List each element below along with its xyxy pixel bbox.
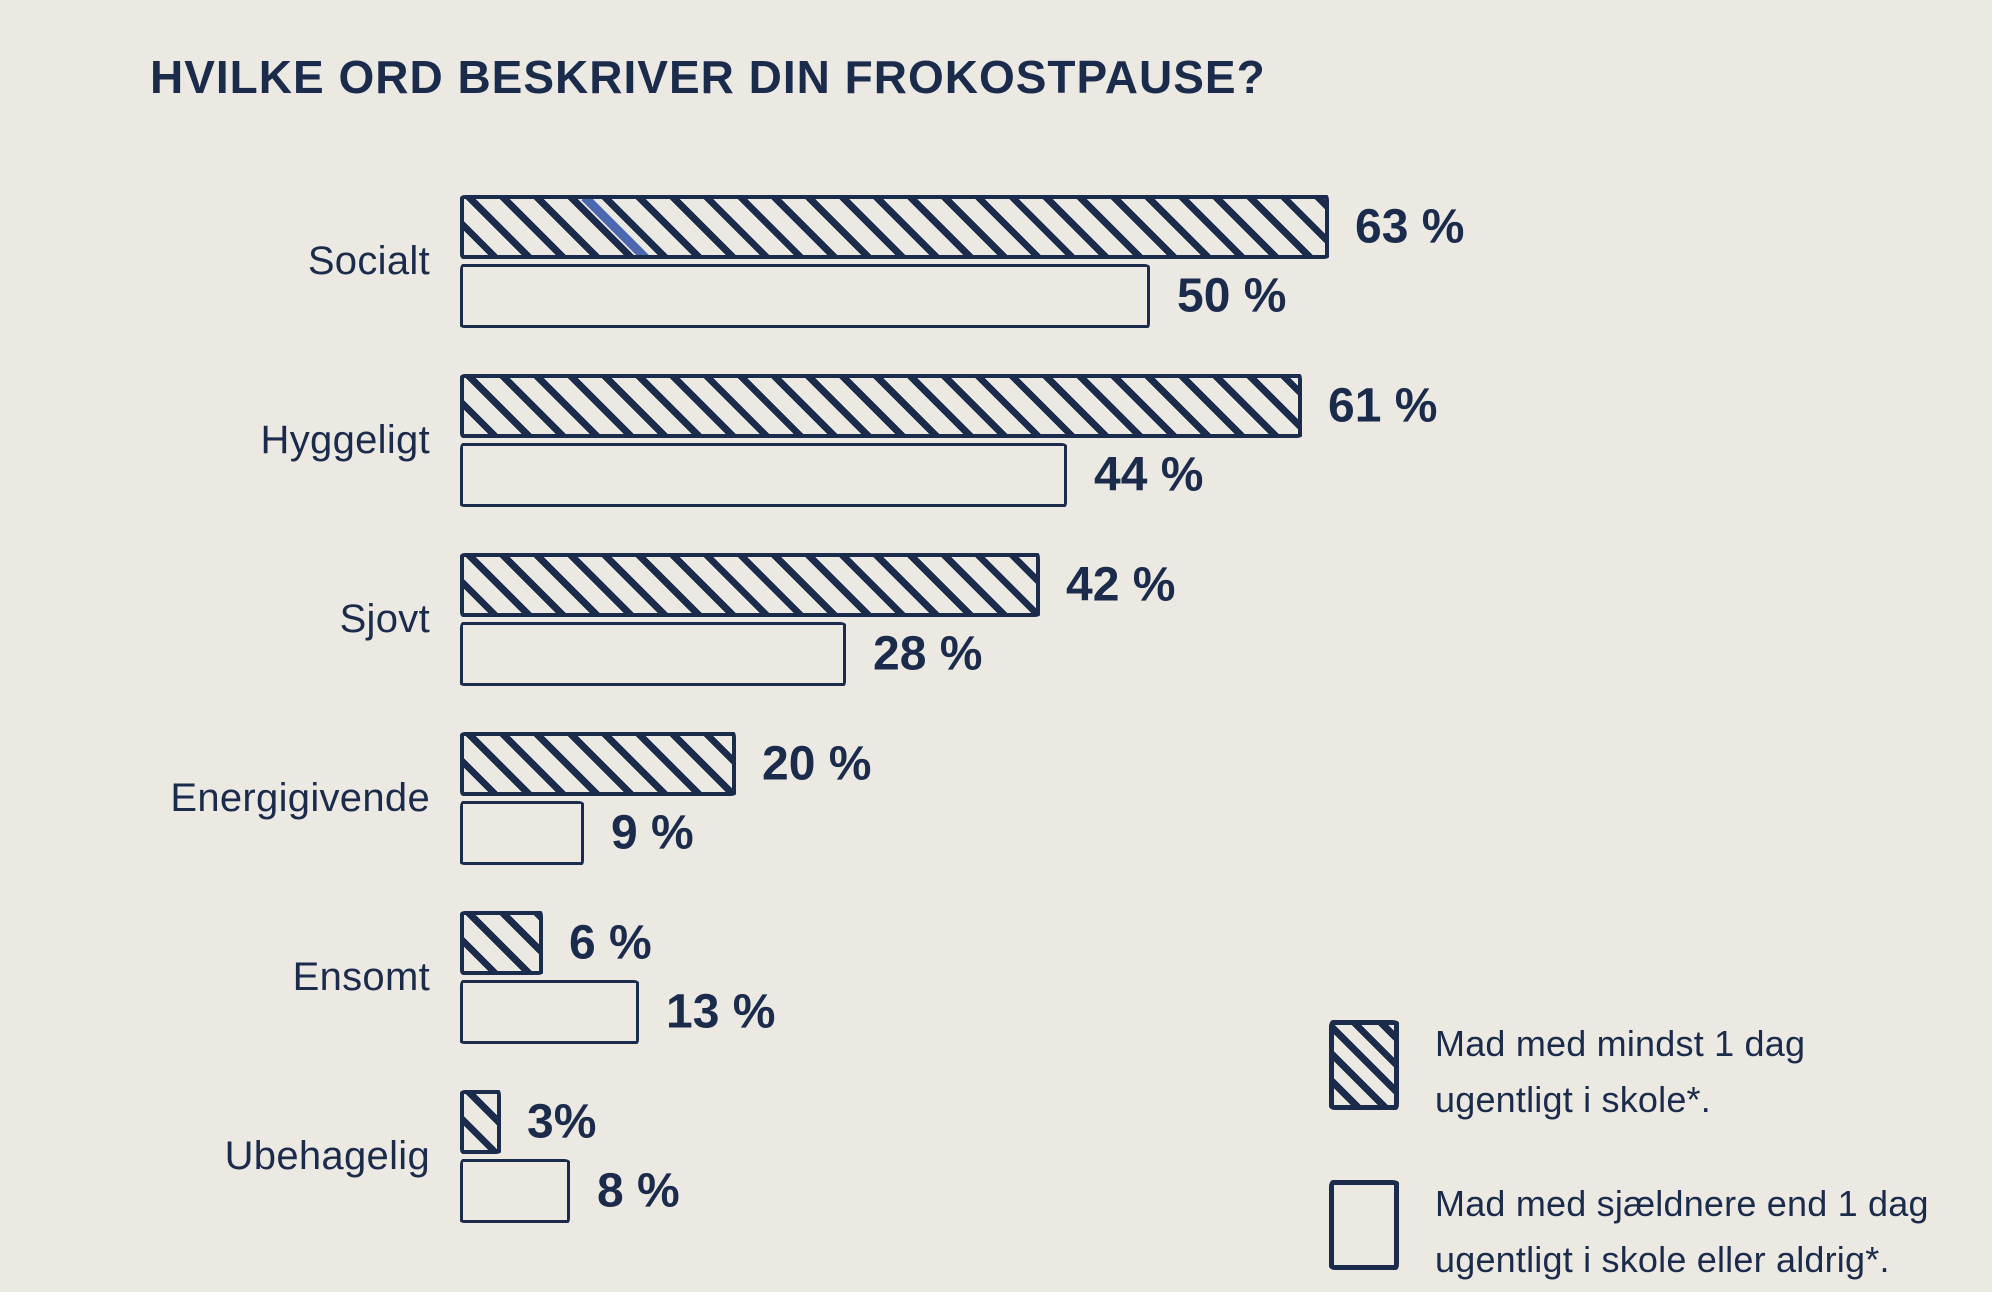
bar-value-label: 50 % xyxy=(1177,269,1287,323)
legend-label-hatched: Mad med mindst 1 dag ugentligt i skole*. xyxy=(1435,1016,1805,1128)
legend-line: Mad med mindst 1 dag xyxy=(1435,1023,1806,1064)
bar-value-label: 9 % xyxy=(611,806,694,860)
legend-item-outline: Mad med sjældnere end 1 dag ugentligt i … xyxy=(1329,1180,1929,1288)
bar-pair: 20 % 9 % xyxy=(460,732,871,865)
chart-row: Ubehagelig 3% 8 % xyxy=(0,1090,1992,1223)
bar-pair: 6 % 13 % xyxy=(460,911,775,1044)
bar-outline-ensomt: 13 % xyxy=(460,980,775,1044)
category-label: Ubehagelig xyxy=(224,1134,430,1178)
bar-pair: 61 % 44 % xyxy=(460,374,1437,507)
bar-pair: 63 % 50 % xyxy=(460,195,1464,328)
chart-title: HVILKE ORD BESKRIVER DIN FROKOSTPAUSE? xyxy=(150,51,1266,103)
bar-value-label: 44 % xyxy=(1094,448,1204,502)
bar-value-label: 20 % xyxy=(762,737,872,791)
category-label: Energigivende xyxy=(170,776,430,820)
bar-outline-energigivende: 9 % xyxy=(460,801,694,865)
category-label: Socialt xyxy=(307,239,430,283)
bar-hatched-energigivende: 20 % xyxy=(460,732,871,796)
chart-row: Socialt 63 % 50 % xyxy=(0,195,1992,328)
legend-swatch-hatched-icon xyxy=(1329,1020,1399,1110)
category-label: Hyggeligt xyxy=(260,418,430,462)
legend: Mad med mindst 1 dag ugentligt i skole*.… xyxy=(1329,1020,1929,1288)
legend-item-hatched: Mad med mindst 1 dag ugentligt i skole*. xyxy=(1329,1020,1929,1128)
bar-fill-clip xyxy=(464,199,1325,255)
chart-row: Hyggeligt 61 % 44 % xyxy=(0,374,1992,507)
legend-line: ugentligt i skole*. xyxy=(1435,1079,1711,1120)
legend-line: ugentligt i skole eller aldrig*. xyxy=(1435,1239,1890,1280)
bar-value-label: 63 % xyxy=(1355,200,1465,254)
bar-hatched-sjovt: 42 % xyxy=(460,553,1175,617)
bar-value-label: 61 % xyxy=(1328,379,1438,433)
chart-row: Energigivende 20 % 9 % xyxy=(0,732,1992,865)
bar-value-label: 42 % xyxy=(1066,558,1176,612)
bar-value-label: 28 % xyxy=(873,627,983,681)
category-label: Ensomt xyxy=(292,955,430,999)
bar-value-label: 13 % xyxy=(666,985,776,1039)
bar-pair: 42 % 28 % xyxy=(460,553,1175,686)
bar-outline-hyggeligt: 44 % xyxy=(460,443,1203,507)
legend-swatch-outline-icon xyxy=(1329,1180,1399,1270)
bar-hatched-ensomt: 6 % xyxy=(460,911,652,975)
chart-row: Ensomt 6 % 13 % xyxy=(0,911,1992,1044)
bar-chart: Socialt 63 % 50 % Hyggeligt 61 % 44 % Sjovt 42 … xyxy=(0,195,1992,1269)
legend-line: Mad med sjældnere end 1 dag xyxy=(1435,1183,1929,1224)
bar-hatched-socialt: 63 % xyxy=(460,195,1464,259)
accent-stripe xyxy=(581,199,656,255)
bar-outline-socialt: 50 % xyxy=(460,264,1286,328)
legend-label-outline: Mad med sjældnere end 1 dag ugentligt i … xyxy=(1435,1176,1929,1288)
bar-value-label: 3% xyxy=(527,1095,597,1149)
bar-pair: 3% 8 % xyxy=(460,1090,680,1223)
bar-value-label: 8 % xyxy=(597,1164,680,1218)
bar-value-label: 6 % xyxy=(569,916,652,970)
bar-hatched-ubehagelig: 3% xyxy=(460,1090,596,1154)
bar-outline-ubehagelig: 8 % xyxy=(460,1159,680,1223)
bar-hatched-hyggeligt: 61 % xyxy=(460,374,1437,438)
bar-outline-sjovt: 28 % xyxy=(460,622,982,686)
category-label: Sjovt xyxy=(339,597,430,641)
chart-row: Sjovt 42 % 28 % xyxy=(0,553,1992,686)
